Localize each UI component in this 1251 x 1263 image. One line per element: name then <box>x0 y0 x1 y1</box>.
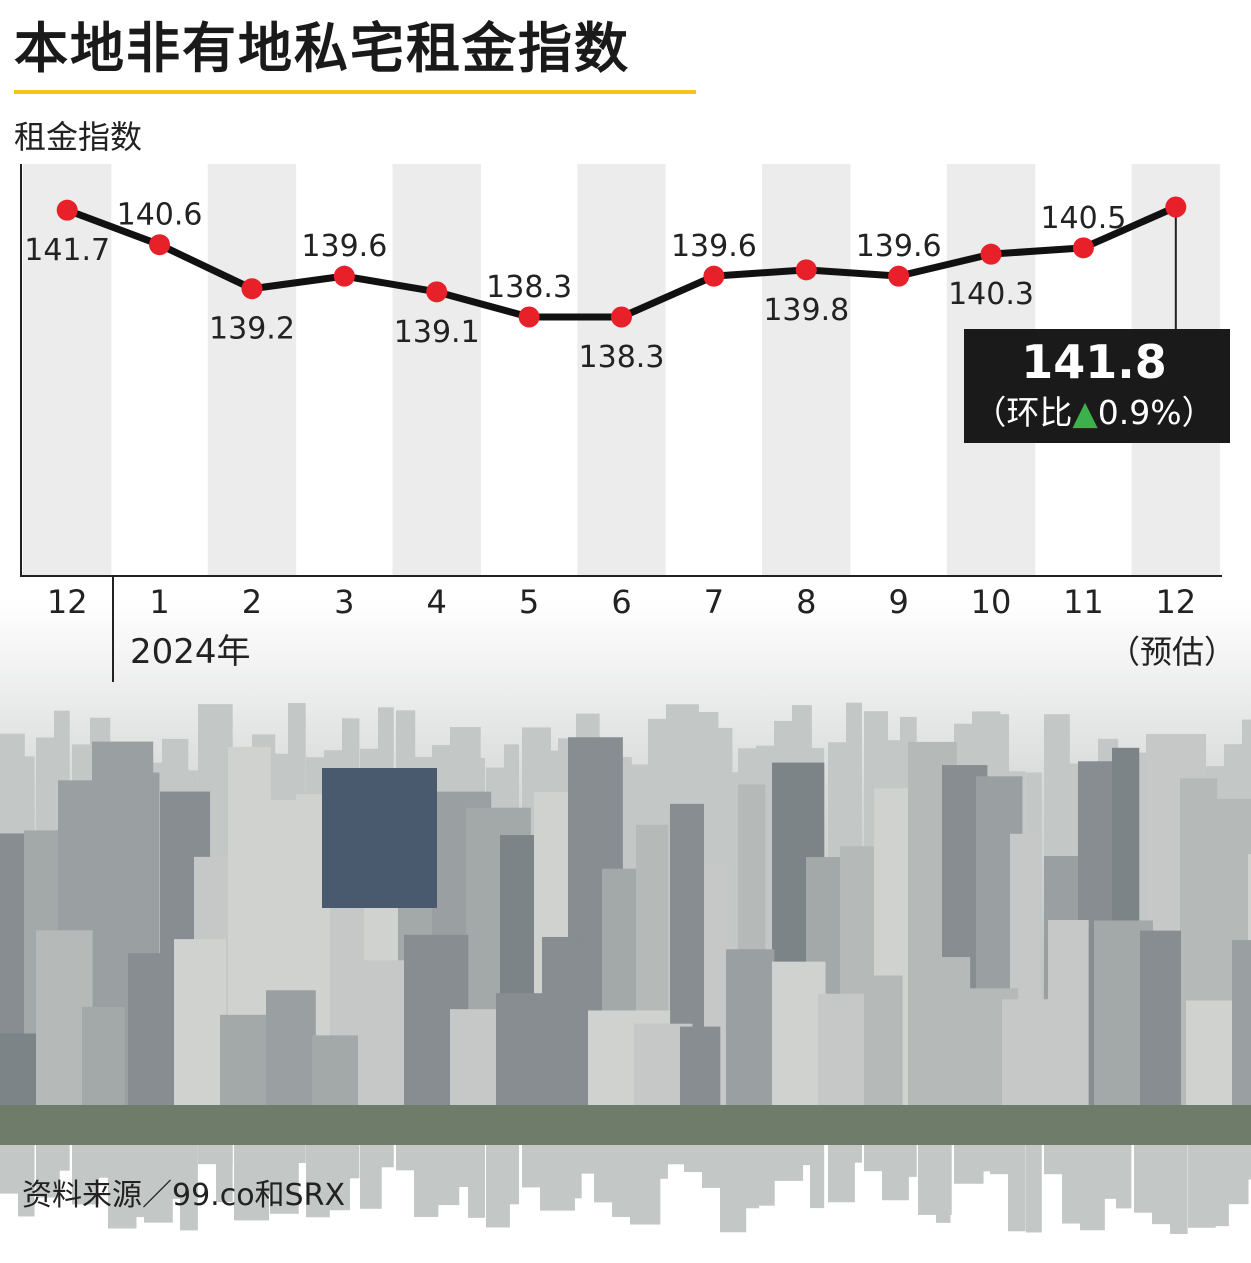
forecast-label: （预估） <box>1108 633 1236 671</box>
data-point-6 <box>611 306 632 328</box>
x-tick-0: 12 <box>47 583 88 621</box>
background-bands <box>23 164 1220 576</box>
data-label-3: 139.6 <box>301 229 387 264</box>
data-point-9 <box>888 265 910 287</box>
x-tick-4: 4 <box>427 583 447 621</box>
x-tick-5: 5 <box>519 583 539 621</box>
band-2 <box>207 164 297 576</box>
x-tick-9: 9 <box>888 583 908 621</box>
x-tick-12: 12 <box>1155 583 1196 621</box>
data-label-1: 140.6 <box>117 198 203 233</box>
skyline-trees <box>0 1105 1251 1145</box>
data-label-6: 138.3 <box>579 340 665 375</box>
data-label-10: 140.3 <box>948 277 1034 312</box>
data-markers <box>56 196 1187 328</box>
data-point-2 <box>241 278 263 300</box>
band-6 <box>577 164 666 576</box>
data-point-10 <box>980 243 1002 265</box>
data-point-7 <box>703 265 725 287</box>
skyline-tower <box>322 768 437 908</box>
source-note: 资料来源／99.co和SRX <box>22 1178 345 1213</box>
callout-change-value: 0.9%） <box>1098 393 1215 432</box>
data-point-1 <box>149 234 171 256</box>
x-tick-8: 8 <box>796 583 816 621</box>
data-point-11 <box>1072 237 1094 259</box>
y-axis-label: 租金指数 <box>14 118 142 156</box>
callout-change: （环比▲0.9%） <box>973 393 1214 432</box>
data-point-5 <box>518 306 540 328</box>
forecast-callout: 141.8 （环比▲0.9%） <box>964 329 1230 443</box>
x-tick-11: 11 <box>1063 583 1104 621</box>
callout-value: 141.8 <box>1021 335 1167 389</box>
band-0 <box>23 164 112 576</box>
up-triangle-icon: ▲ <box>1072 393 1098 432</box>
data-label-11: 140.5 <box>1040 201 1126 236</box>
x-tick-7: 7 <box>704 583 724 621</box>
data-label-8: 139.8 <box>763 293 849 328</box>
x-tick-10: 10 <box>971 583 1012 621</box>
skyline-photo <box>0 600 1251 1234</box>
band-8 <box>762 164 851 576</box>
data-point-0 <box>56 199 78 221</box>
x-tick-6: 6 <box>611 583 631 621</box>
skyline-near <box>1232 940 1251 1145</box>
x-tick-3: 3 <box>334 583 354 621</box>
data-point-12 <box>1165 196 1187 218</box>
title-underline <box>14 90 696 94</box>
chart-title: 本地非有地私宅租金指数 <box>14 17 630 80</box>
year-label: 2024年 <box>130 632 251 672</box>
band-4 <box>392 164 481 576</box>
x-tick-1: 1 <box>149 583 169 621</box>
x-tick-2: 2 <box>242 583 262 621</box>
data-label-5: 138.3 <box>486 270 572 305</box>
callout-box <box>964 329 1230 443</box>
callout-change-prefix: （环比 <box>973 393 1072 432</box>
x-tick-labels: 12 1 2 3 4 5 6 7 8 9 10 11 12 <box>47 583 1196 621</box>
data-point-3 <box>333 265 355 287</box>
data-label-2: 139.2 <box>209 312 295 347</box>
data-point-4 <box>426 281 448 303</box>
data-label-0: 141.7 <box>24 233 110 268</box>
data-labels: 141.7140.6139.2139.6139.1138.3138.3139.6… <box>24 198 1126 375</box>
data-label-7: 139.6 <box>671 229 757 264</box>
data-label-9: 139.6 <box>856 229 942 264</box>
data-label-4: 139.1 <box>394 315 480 350</box>
data-point-8 <box>795 259 817 281</box>
